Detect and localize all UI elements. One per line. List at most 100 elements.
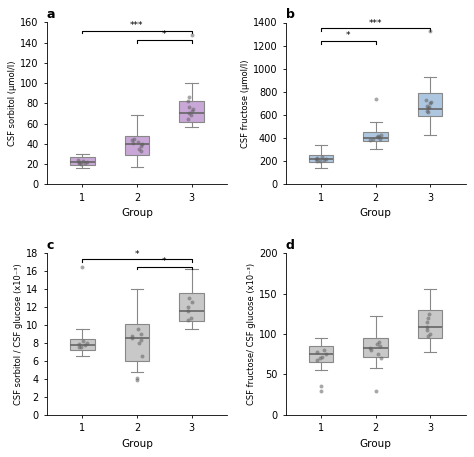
Point xyxy=(128,332,136,340)
Point xyxy=(134,326,142,333)
Point xyxy=(319,353,326,360)
Point xyxy=(372,95,379,102)
Point xyxy=(372,387,379,394)
Point xyxy=(75,343,82,350)
Point xyxy=(187,314,195,321)
Point xyxy=(189,106,197,113)
PathPatch shape xyxy=(125,324,149,361)
Point xyxy=(316,355,324,362)
Point xyxy=(313,356,321,363)
Point xyxy=(184,308,192,315)
Point xyxy=(138,353,146,360)
Point xyxy=(376,342,383,350)
Point xyxy=(426,103,433,111)
Point xyxy=(377,132,384,139)
Point xyxy=(423,326,430,334)
Point xyxy=(377,355,384,362)
Point xyxy=(75,159,82,167)
Point xyxy=(184,115,192,122)
Point xyxy=(423,102,430,109)
Point xyxy=(373,340,381,347)
Point xyxy=(375,133,383,140)
Point xyxy=(424,109,432,116)
Point xyxy=(188,108,196,115)
Point xyxy=(313,154,321,162)
Text: c: c xyxy=(47,239,55,252)
Point xyxy=(74,156,82,164)
Point xyxy=(77,344,85,351)
Point xyxy=(320,346,328,354)
Point xyxy=(427,100,434,107)
Point xyxy=(185,104,193,111)
Point xyxy=(81,341,89,348)
X-axis label: Group: Group xyxy=(360,208,392,218)
PathPatch shape xyxy=(418,93,442,116)
Point xyxy=(366,345,374,352)
Y-axis label: CSF fructose (μmol/l): CSF fructose (μmol/l) xyxy=(241,59,250,148)
Point xyxy=(424,332,432,339)
Point xyxy=(312,156,320,163)
Point xyxy=(133,376,141,383)
Text: b: b xyxy=(286,8,294,21)
Point xyxy=(137,330,145,338)
Point xyxy=(130,139,137,146)
Point xyxy=(187,112,195,119)
Point xyxy=(322,351,330,358)
Point xyxy=(75,340,82,347)
PathPatch shape xyxy=(364,132,388,142)
Point xyxy=(77,160,85,168)
Point xyxy=(423,107,430,114)
Point xyxy=(317,387,325,394)
Point xyxy=(137,147,145,154)
PathPatch shape xyxy=(70,339,95,350)
Point xyxy=(428,98,435,106)
Point xyxy=(366,137,374,144)
Point xyxy=(423,324,431,331)
Point xyxy=(184,98,191,105)
Text: *: * xyxy=(346,32,351,40)
PathPatch shape xyxy=(364,338,388,356)
PathPatch shape xyxy=(70,157,95,165)
Point xyxy=(322,155,330,163)
PathPatch shape xyxy=(179,292,204,321)
Point xyxy=(427,27,434,34)
Point xyxy=(188,31,195,38)
X-axis label: Group: Group xyxy=(121,208,153,218)
PathPatch shape xyxy=(179,101,204,122)
Point xyxy=(134,138,142,145)
Point xyxy=(424,314,432,321)
Point xyxy=(80,337,87,345)
Point xyxy=(128,136,136,143)
Point xyxy=(75,158,82,165)
Point xyxy=(83,339,91,346)
Point xyxy=(316,157,324,164)
Text: ***: *** xyxy=(130,21,144,30)
Y-axis label: CSF sorbitol (μmol/l): CSF sorbitol (μmol/l) xyxy=(9,61,18,146)
Point xyxy=(427,330,434,338)
Y-axis label: CSF fructose/ CSF glucose (x10⁻³): CSF fructose/ CSF glucose (x10⁻³) xyxy=(247,263,256,405)
Point xyxy=(367,346,374,354)
Point xyxy=(130,135,137,143)
Point xyxy=(128,335,136,342)
Point xyxy=(137,336,145,344)
PathPatch shape xyxy=(309,346,333,362)
Point xyxy=(184,303,192,311)
Text: d: d xyxy=(286,239,294,252)
Point xyxy=(374,133,382,140)
Point xyxy=(426,310,433,317)
Text: a: a xyxy=(47,8,55,21)
Point xyxy=(424,104,432,112)
Point xyxy=(422,96,430,104)
Point xyxy=(133,374,141,382)
Point xyxy=(83,158,91,165)
X-axis label: Group: Group xyxy=(121,439,153,449)
Point xyxy=(185,94,193,101)
X-axis label: Group: Group xyxy=(360,439,392,449)
Point xyxy=(374,351,382,358)
Point xyxy=(136,145,143,153)
Point xyxy=(320,156,328,163)
Point xyxy=(373,134,381,141)
Point xyxy=(369,135,376,142)
Text: *: * xyxy=(135,250,139,259)
Text: *: * xyxy=(162,257,166,266)
